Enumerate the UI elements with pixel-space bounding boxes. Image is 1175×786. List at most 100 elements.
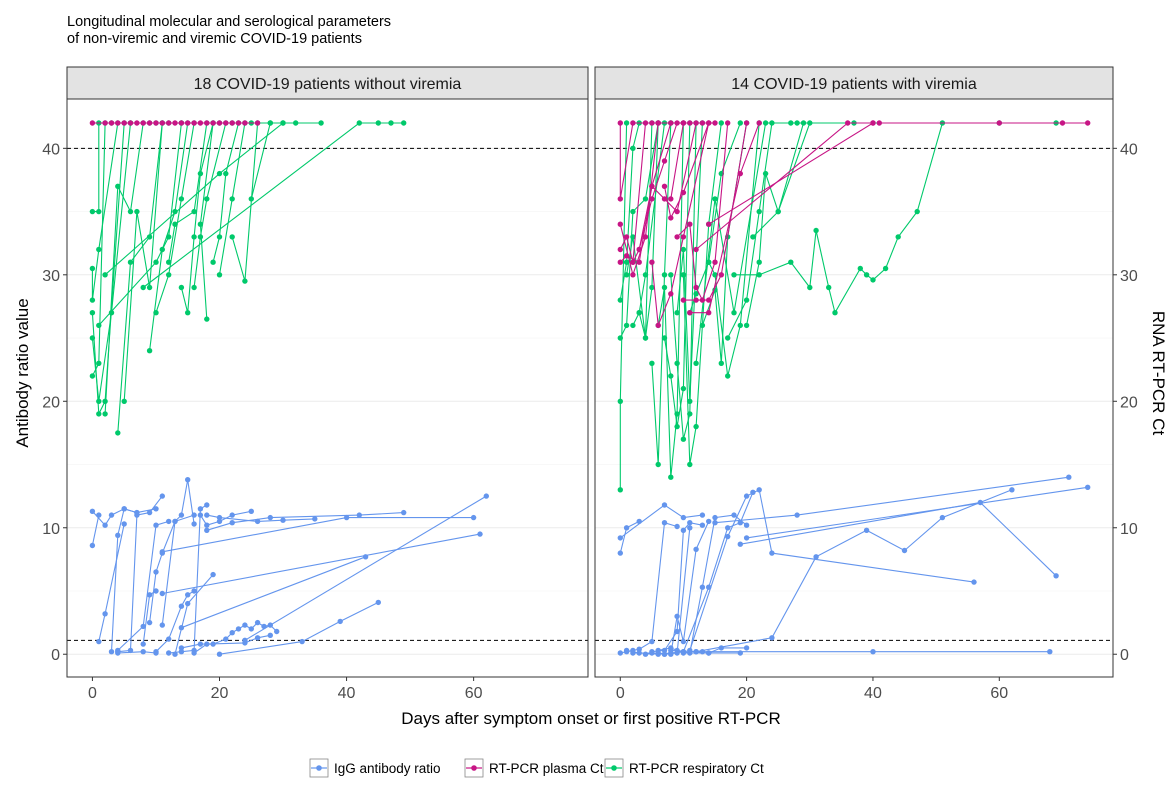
series-igg [617,474,1091,657]
resp-data-point [762,170,769,177]
x-tick-label: 20 [211,685,229,702]
igg-data-point [375,599,381,606]
x-tick-label: 40 [338,685,356,702]
igg-data-point [248,508,254,514]
igg-data-point [153,569,159,575]
igg-data-point [223,636,229,642]
plasma-data-point [166,120,172,126]
resp-data-point [649,284,655,291]
plasma-data-point [642,120,649,126]
igg-data-point [197,512,204,518]
igg-data-point [649,638,655,645]
resp-data-point [642,196,649,202]
plasma-data-point [655,120,661,126]
igg-data-point [312,516,318,522]
resp-data-point [172,208,178,215]
x-axis-label: Days after symptom onset or first positi… [401,709,780,728]
panel-strip-title: 14 COVID-19 patients with viremia [731,76,977,93]
resp-trajectory-line [193,122,227,288]
igg-data-point [235,626,242,632]
resp-trajectory-line [734,122,943,315]
igg-data-point [115,532,121,538]
igg-data-point [102,522,108,528]
plasma-data-point [674,208,680,215]
resp-data-point [318,120,324,126]
igg-data-point [102,611,108,617]
resp-data-point [229,196,235,202]
igg-data-point [248,626,254,632]
resp-data-point [668,272,674,278]
x-tick-label: 0 [88,685,97,702]
x-tick-label: 40 [864,685,882,702]
igg-data-point [185,592,191,598]
igg-data-point [699,512,706,518]
igg-data-point [159,590,165,597]
resp-data-point [737,120,743,126]
resp-data-point [630,208,636,215]
resp-data-point [172,221,178,227]
resp-data-point [642,335,649,341]
resp-data-point [401,120,407,126]
igg-data-point [166,636,172,642]
igg-data-point [939,514,946,521]
resp-data-point [89,335,96,341]
igg-data-point [674,613,680,619]
resp-data-point [242,278,248,284]
resp-data-point [280,120,286,126]
resp-data-point [89,310,96,316]
resp-data-point [96,360,102,366]
igg-data-point [813,554,819,560]
plasma-data-point [668,215,674,221]
igg-trajectory-line [219,601,379,655]
igg-data-point [96,638,102,645]
resp-data-point [96,246,102,253]
data-layer [617,120,1091,657]
igg-data-point [712,514,718,521]
igg-data-point [254,518,261,525]
igg-data-point [140,641,146,647]
plasma-data-point [680,297,687,303]
resp-trajectory-line [149,122,189,351]
resp-data-point [229,234,235,240]
igg-data-point [901,547,908,554]
igg-data-point [159,493,165,499]
plasma-data-point [178,120,185,126]
igg-data-point [743,522,750,528]
igg-data-point [108,512,115,518]
plasma-data-point [1059,120,1066,126]
resp-data-point [756,272,762,278]
resp-data-point [756,208,762,215]
resp-data-point [762,120,769,126]
plasma-data-point [687,310,693,316]
plasma-data-point [617,259,623,265]
igg-data-point [216,651,223,657]
igg-data-point [737,541,743,547]
resp-data-point [617,487,623,493]
legend-key-point [316,765,322,771]
y-tick-label-right: 0 [1120,647,1129,664]
y-tick-label-left: 0 [51,647,60,664]
igg-data-point [178,649,185,655]
plasma-data-point [210,120,216,126]
panel-1: 18 COVID-19 patients without viremia [66,66,589,678]
plasma-data-point [617,196,623,202]
resp-data-point [737,322,743,329]
resp-data-point [248,196,254,202]
resp-data-point [661,272,668,278]
igg-data-point [337,618,343,625]
igg-data-point [636,646,642,652]
igg-data-point [172,651,178,657]
igg-data-point [140,623,146,630]
resp-data-point [204,316,210,322]
resp-data-point [121,398,127,404]
igg-data-point [121,521,127,527]
y-tick-label-right: 10 [1120,521,1138,538]
resp-data-point [725,373,731,379]
resp-data-point [617,297,623,303]
igg-data-point [191,650,197,656]
resp-data-point [197,234,204,240]
igg-data-point [617,550,623,556]
igg-data-point [731,512,737,518]
y-tick-label-right: 40 [1120,141,1138,158]
igg-data-point [706,518,712,525]
